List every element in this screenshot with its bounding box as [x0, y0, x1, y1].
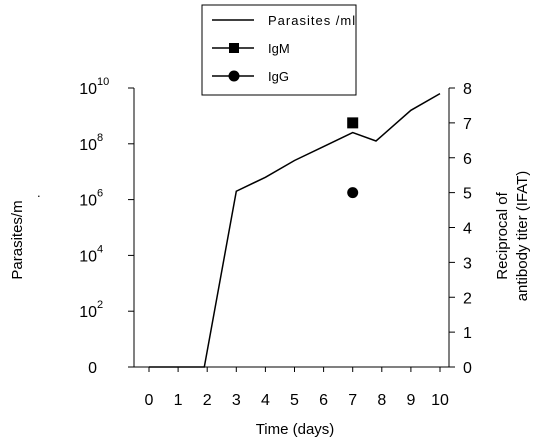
igg-point — [347, 187, 359, 199]
x-tick-label: 7 — [348, 392, 357, 409]
stray-dot: . — [37, 185, 41, 200]
igm-point — [347, 117, 359, 129]
y-right-tick-label: 8 — [463, 81, 472, 98]
legend-label-igg: IgG — [268, 69, 289, 84]
y-left-tick-exponent: 10 — [97, 76, 109, 88]
x-tick-label: 10 — [431, 392, 449, 409]
y-right-tick-label: 3 — [463, 255, 472, 272]
legend: Parasites /ml IgM IgG — [201, 4, 357, 96]
x-tick-label: 8 — [377, 392, 386, 409]
x-tick-label: 0 — [145, 392, 154, 409]
y-left-tick-exponent: 2 — [97, 299, 103, 311]
x-tick-label: 3 — [232, 392, 241, 409]
y-left-tick-label: 10 — [79, 304, 97, 321]
x-tick-label: 2 — [203, 392, 212, 409]
legend-marker-igg — [228, 70, 240, 82]
y-right-tick-label: 6 — [463, 151, 472, 168]
marks — [149, 92, 441, 368]
y-axis-right-title-line1: Reciprocal of — [494, 191, 511, 279]
x-axis-title: Time (days) — [256, 421, 335, 438]
y-left-tick-exponent: 8 — [97, 132, 103, 144]
parasites-line — [149, 92, 441, 368]
legend-label-parasites: Parasites /ml — [268, 13, 356, 28]
y-right-tick-label: 4 — [463, 221, 472, 238]
x-tick-label: 9 — [406, 392, 415, 409]
y-right-tick-label: 5 — [463, 186, 472, 203]
y-right-tick-label: 1 — [463, 325, 472, 342]
y-right-tick-label: 0 — [463, 360, 472, 377]
y-left-tick-label: 10 — [79, 137, 97, 154]
x-tick-label: 1 — [174, 392, 183, 409]
y-left-tick-label: 10 — [79, 81, 97, 98]
legend-marker-igm — [229, 43, 239, 53]
y-left-tick-exponent: 4 — [97, 243, 103, 255]
y-axis-left-title: Parasites/m — [9, 200, 26, 279]
y-left-tick-exponent: 6 — [97, 188, 103, 200]
legend-label-igm: IgM — [268, 41, 290, 56]
x-tick-label: 4 — [261, 392, 270, 409]
y-left-tick-label: 10 — [79, 193, 97, 210]
y-left-tick-label: 0 — [88, 360, 97, 377]
y-axis-right-title-line2: antibody titer (IFAT) — [514, 171, 531, 302]
y-left-tick-label: 10 — [79, 248, 97, 265]
y-right-tick-label: 2 — [463, 290, 472, 307]
x-tick-label: 5 — [290, 392, 299, 409]
y-right-tick-label: 7 — [463, 116, 472, 133]
x-tick-label: 6 — [319, 392, 328, 409]
